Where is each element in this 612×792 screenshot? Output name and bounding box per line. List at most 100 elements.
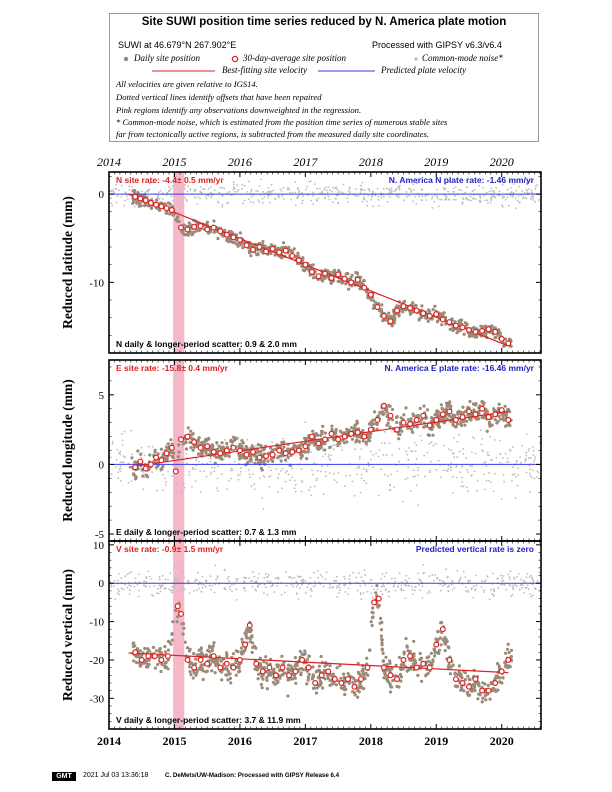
vertical-daily-point bbox=[365, 656, 369, 660]
east-common-mode-point bbox=[451, 491, 454, 494]
vertical-common-mode-point bbox=[143, 580, 146, 582]
north-common-mode-point bbox=[186, 200, 189, 202]
vertical-common-mode-point bbox=[526, 573, 528, 575]
north-common-mode-point bbox=[323, 188, 326, 191]
vertical-common-mode-point bbox=[177, 577, 180, 580]
east-daily-point bbox=[238, 457, 242, 461]
north-common-mode-point bbox=[267, 190, 270, 193]
north-daily-point bbox=[436, 319, 440, 323]
east-avg30-point bbox=[243, 451, 250, 458]
vertical-daily-point bbox=[473, 688, 477, 693]
east-avg30-point bbox=[137, 458, 144, 465]
east-daily-point bbox=[232, 438, 236, 442]
east-daily-point bbox=[220, 441, 224, 445]
vertical-daily-point bbox=[420, 679, 424, 683]
north-avg30-point bbox=[158, 203, 165, 210]
east-common-mode-point bbox=[116, 448, 119, 451]
legend-daily-marker bbox=[123, 56, 129, 62]
north-common-mode-point bbox=[377, 195, 379, 198]
east-daily-point bbox=[451, 422, 455, 426]
north-common-mode-point bbox=[460, 189, 463, 192]
vertical-common-mode-point bbox=[441, 584, 444, 587]
north-common-mode-point bbox=[532, 195, 534, 198]
vertical-common-mode-point bbox=[511, 584, 514, 587]
east-common-mode-point bbox=[382, 454, 385, 456]
north-avg30-point bbox=[132, 193, 139, 200]
legend-box bbox=[109, 13, 539, 142]
north-common-mode-point bbox=[241, 183, 244, 186]
vertical-daily-point bbox=[293, 664, 297, 668]
east-common-mode-point bbox=[486, 451, 489, 454]
east-avg30-point bbox=[308, 433, 315, 440]
north-common-mode-point bbox=[376, 187, 379, 190]
east-daily-point bbox=[249, 458, 253, 463]
east-daily-point bbox=[279, 454, 284, 458]
east-common-mode-point bbox=[476, 490, 478, 492]
vertical-daily-point bbox=[170, 632, 174, 637]
north-common-mode-point bbox=[436, 197, 439, 200]
east-avg30-point bbox=[263, 453, 270, 460]
east-common-mode-point bbox=[324, 453, 327, 456]
north-daily-point bbox=[228, 238, 232, 242]
north-common-mode-point bbox=[514, 197, 517, 200]
vertical-common-mode-point bbox=[521, 584, 524, 587]
east-common-mode-point bbox=[452, 437, 455, 439]
vertical-daily-point bbox=[481, 696, 485, 700]
east-common-mode-point bbox=[267, 465, 270, 468]
east-common-mode-point bbox=[293, 487, 296, 490]
east-common-mode-point bbox=[281, 487, 283, 490]
north-common-mode-point bbox=[157, 191, 160, 194]
east-daily-point bbox=[202, 440, 206, 444]
north-common-mode-point bbox=[152, 181, 155, 184]
east-common-mode-point bbox=[365, 468, 368, 471]
vertical-common-mode-point bbox=[467, 579, 469, 582]
vertical-common-mode-point bbox=[148, 585, 151, 588]
east-daily-point bbox=[148, 453, 152, 457]
north-common-mode-point bbox=[526, 181, 528, 184]
north-daily-point bbox=[392, 312, 396, 316]
east-avg30-point bbox=[394, 426, 401, 433]
vertical-daily-point bbox=[176, 615, 180, 619]
north-common-mode-point bbox=[368, 190, 371, 192]
east-daily-point bbox=[497, 414, 501, 418]
vertical-common-mode-point bbox=[337, 592, 340, 594]
north-avg30-point bbox=[322, 270, 329, 277]
east-daily-point bbox=[420, 418, 424, 422]
vertical-common-mode-point bbox=[290, 577, 293, 580]
vertical-daily-point bbox=[376, 605, 380, 609]
north-common-mode-point bbox=[501, 183, 504, 186]
north-common-mode-point bbox=[416, 182, 418, 185]
east-daily-point bbox=[461, 405, 465, 409]
east-daily-point bbox=[292, 443, 296, 447]
north-common-mode-point bbox=[518, 185, 521, 188]
east-daily-point bbox=[445, 401, 449, 405]
vertical-daily-point bbox=[436, 629, 440, 634]
vertical-common-mode-point bbox=[509, 570, 512, 573]
east-common-mode-point bbox=[224, 439, 226, 441]
vertical-common-mode-point bbox=[469, 579, 472, 582]
vertical-avg30-point bbox=[145, 653, 152, 660]
east-common-mode-point bbox=[453, 456, 455, 459]
east-common-mode-point bbox=[456, 440, 459, 443]
east-common-mode-point bbox=[448, 448, 450, 450]
vertical-avg30-point bbox=[439, 626, 446, 633]
vertical-daily-point bbox=[459, 674, 463, 678]
east-common-mode-point bbox=[502, 474, 505, 476]
east-daily-point bbox=[508, 410, 512, 414]
east-common-mode-point bbox=[531, 476, 533, 479]
north-daily-point bbox=[418, 317, 422, 321]
east-common-mode-point bbox=[351, 480, 354, 483]
east-common-mode-point bbox=[237, 478, 240, 481]
vertical-daily-point bbox=[380, 638, 384, 642]
east-avg30-point bbox=[387, 412, 394, 419]
east-common-mode-point bbox=[525, 433, 528, 436]
vertical-common-mode-point bbox=[397, 586, 400, 588]
north-avg30-point bbox=[308, 268, 315, 275]
north-common-mode-point bbox=[380, 194, 383, 197]
vertical-common-mode-point bbox=[251, 579, 254, 582]
north-common-mode-point bbox=[469, 195, 472, 198]
vertical-common-mode-point bbox=[255, 580, 258, 582]
north-common-mode-point bbox=[279, 188, 282, 191]
north-daily-point bbox=[166, 201, 171, 205]
north-daily-point bbox=[494, 335, 498, 339]
